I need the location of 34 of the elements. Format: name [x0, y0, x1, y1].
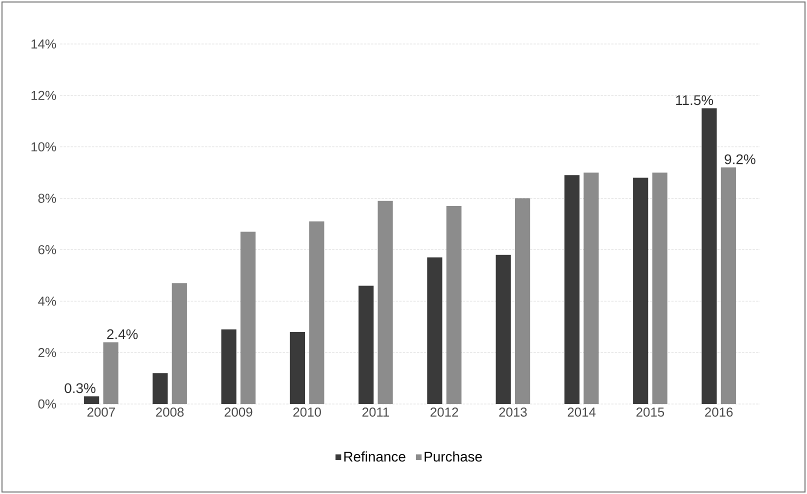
y-tick-label: 12%: [32, 90, 56, 100]
data-label: 0.3%: [64, 383, 96, 394]
y-tick-label: 8%: [38, 194, 56, 203]
bar: [564, 175, 580, 404]
bar: [152, 373, 168, 404]
bar: [496, 254, 511, 404]
x-tick-label: 2016: [705, 408, 733, 417]
y-tick-label: 10%: [32, 142, 56, 152]
x-tick-label: 2014: [568, 408, 596, 417]
bar: [221, 329, 236, 404]
bar: [84, 396, 100, 404]
data-label: 9.2%: [724, 154, 756, 164]
y-tick-label: 2%: [38, 348, 56, 358]
y-tick-label: 4%: [38, 296, 56, 306]
legend-label: Purchase: [424, 451, 482, 462]
x-tick-label: 2013: [499, 408, 527, 417]
x-tick-label: 2015: [636, 408, 664, 417]
x-tick-label: 2008: [156, 408, 184, 417]
x-tick-label: 2012: [430, 408, 458, 417]
x-tick-label: 2010: [293, 408, 321, 417]
x-tick-label: 2011: [362, 408, 389, 417]
y-tick-label: 14%: [32, 39, 56, 49]
bar: [427, 257, 442, 404]
bar: [702, 108, 717, 404]
bar: [290, 332, 305, 404]
legend-label: Refinance: [344, 451, 406, 462]
data-label: 2.4%: [107, 329, 138, 340]
bar: [358, 286, 374, 404]
data-label: 11.5%: [676, 95, 714, 106]
bar: [633, 178, 648, 404]
y-tick-label: 0%: [38, 399, 56, 409]
y-tick-label: 6%: [38, 245, 56, 254]
x-tick-label: 2009: [224, 408, 252, 417]
x-tick-label: 2007: [87, 408, 115, 417]
